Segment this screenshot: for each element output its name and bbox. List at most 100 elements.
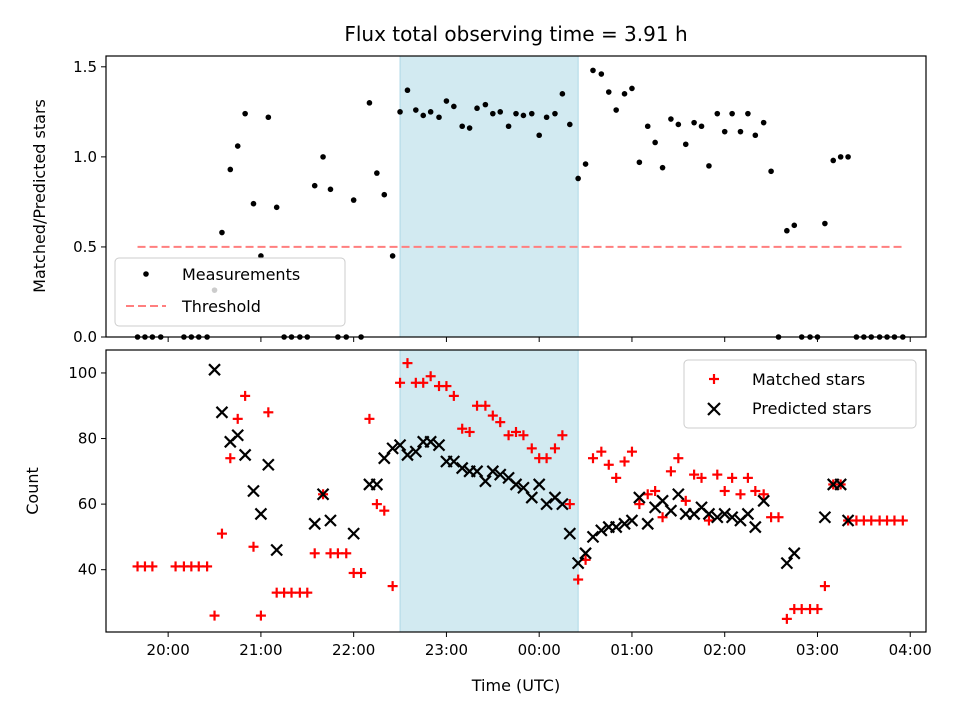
matched-stars-point — [750, 486, 761, 496]
predicted-stars-point — [231, 428, 244, 442]
top-panel: 0.0 0.5 1.0 1.5 Matched/Predicted stars Mea… — [30, 55, 927, 346]
measurement-point — [721, 128, 728, 135]
bottom-panel-frame — [105, 349, 927, 633]
matched-stars-point — [216, 528, 227, 539]
measurement-point — [605, 89, 612, 95]
legend-matched-marker — [709, 374, 719, 384]
matched-stars-point — [286, 587, 297, 598]
measurement-point — [381, 191, 388, 198]
predicted-stars-point — [254, 507, 268, 521]
measurement-point — [543, 114, 550, 121]
predicted-stars-point — [455, 461, 469, 475]
bottom-panel-shaded-span — [399, 349, 579, 633]
measurement-point — [598, 71, 605, 77]
top-y-axis-label: Matched/Predicted stars — [30, 99, 49, 293]
matched-stars-point — [541, 453, 552, 464]
predicted-stars-point — [270, 543, 283, 557]
matched-stars-point — [464, 426, 475, 437]
chart-title: Flux total observing time = 3.91 h — [344, 22, 687, 46]
measurement-point — [629, 85, 635, 92]
measurement-point — [706, 163, 712, 169]
measurement-point — [652, 139, 658, 146]
measurement-point — [659, 164, 666, 171]
predicted-stars-point — [486, 465, 500, 478]
measurement-point — [320, 154, 326, 160]
predicted-stars-point — [788, 547, 801, 560]
measurement-point — [559, 91, 566, 97]
measurement-point — [520, 112, 527, 119]
predicted-stars-point — [247, 484, 260, 498]
measurement-point — [350, 197, 357, 203]
bottom-panel-x-ticks: 20:00 21:00 22:00 23:00 00:00 01:00 02:00 03:00… — [147, 632, 932, 659]
measurement-point — [698, 123, 705, 130]
matched-stars-point — [673, 453, 684, 464]
matched-stars-point — [448, 390, 459, 401]
measurement-point — [668, 116, 674, 122]
measurement-point — [760, 119, 767, 126]
measurement-point — [265, 114, 272, 121]
predicted-stars-point — [609, 520, 623, 534]
matched-stars-point — [364, 413, 375, 424]
predicted-stars-point — [718, 507, 731, 521]
x-tick-label: 04:00 — [889, 641, 932, 659]
predicted-stars-point — [618, 517, 631, 531]
matched-stars-point — [518, 430, 529, 441]
predicted-stars-point — [393, 438, 407, 452]
matched-stars-point — [727, 472, 738, 483]
matched-stars-point — [642, 489, 653, 500]
predicted-stars-point — [672, 488, 685, 501]
bottom-panel-y-ticks: 40 60 80 100 — [68, 364, 106, 579]
matched-stars-point — [626, 446, 637, 457]
measurement-point — [784, 227, 790, 234]
matched-stars-point — [402, 358, 413, 369]
matched-stars-point — [719, 486, 730, 496]
matched-stars-point — [712, 469, 723, 480]
measurement-point — [837, 154, 844, 160]
predicted-stars-point — [641, 517, 654, 531]
predicted-stars-point — [479, 474, 492, 488]
predicted-stars-point — [238, 448, 252, 462]
measurement-point — [366, 100, 373, 106]
predicted-stars-point — [556, 497, 569, 511]
measurement-point — [474, 105, 480, 112]
matched-stars-point — [487, 410, 498, 421]
bottom-legend-box — [683, 359, 917, 429]
top-panel-x-ticks — [167, 337, 911, 342]
matched-stars-point — [603, 459, 614, 470]
measurement-point — [536, 132, 542, 139]
predicted-stars-point — [262, 458, 275, 472]
y-tick-label: 40 — [78, 561, 97, 579]
x-tick-label: 03:00 — [796, 641, 839, 659]
measurement-point — [273, 204, 280, 211]
measurement-point — [482, 101, 489, 108]
matched-stars-point — [418, 377, 429, 388]
predicted-stars-point — [586, 530, 600, 544]
matched-stars-point — [441, 381, 452, 392]
matched-stars-point — [573, 574, 584, 585]
matched-stars-point — [596, 446, 607, 457]
measurement-point — [822, 220, 828, 227]
predicted-stars-point — [725, 510, 739, 524]
matched-stars-point — [564, 499, 575, 510]
predicted-stars-point — [386, 442, 399, 455]
measurement-point — [436, 114, 442, 121]
matched-stars-point — [395, 377, 406, 388]
x-tick-label: 21:00 — [239, 641, 282, 659]
matched-stars-point — [781, 613, 792, 624]
matched-stars-point — [758, 489, 769, 500]
predicted-stars-point — [540, 497, 553, 511]
measurement-point — [389, 253, 396, 259]
matched-stars-point — [209, 610, 220, 621]
y-tick-label: 60 — [78, 495, 97, 513]
matched-stars-point — [356, 567, 367, 578]
matched-stars-point — [193, 561, 204, 572]
top-legend: Measurements Threshold — [114, 257, 346, 327]
matched-stars-point — [248, 541, 259, 552]
top-legend-box — [114, 257, 346, 327]
bottom-y-axis-label: Count — [23, 467, 42, 515]
matched-stars-point — [680, 495, 691, 506]
legend-measurements-marker — [143, 271, 149, 277]
legend-measurements-label: Measurements — [182, 265, 300, 284]
predicted-stars-point — [215, 406, 229, 419]
predicted-stars-point — [563, 527, 577, 540]
